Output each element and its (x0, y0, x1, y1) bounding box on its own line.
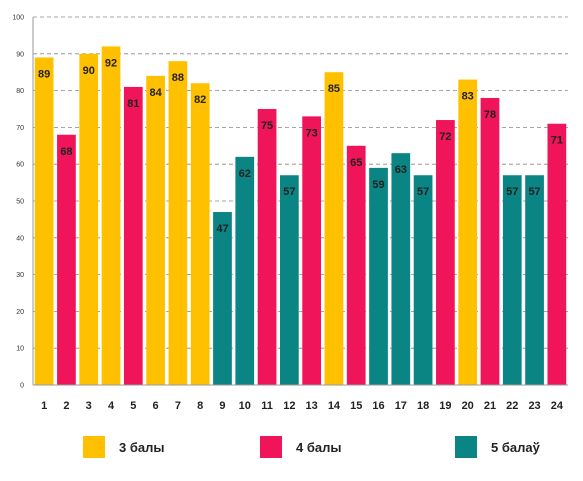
x-tick-label: 4 (108, 400, 115, 412)
y-tick-label: 50 (16, 199, 24, 206)
bar (324, 72, 344, 385)
x-tick-label: 15 (350, 400, 362, 412)
x-tick-label: 14 (328, 400, 341, 412)
bar (391, 153, 411, 385)
bar (101, 46, 121, 385)
data-label: 81 (127, 98, 139, 110)
data-label: 88 (172, 72, 184, 84)
bar (235, 156, 255, 385)
data-label: 83 (462, 91, 474, 103)
y-tick-label: 70 (16, 125, 24, 132)
x-tick-label: 3 (86, 400, 92, 412)
legend-label-3-baly: 3 балы (119, 439, 165, 455)
data-label: 59 (372, 179, 384, 191)
y-tick-label: 30 (16, 272, 24, 279)
bar (346, 145, 366, 385)
data-label: 75 (261, 120, 273, 132)
y-tick-label: 100 (12, 15, 24, 22)
legend-swatch-4-baly (260, 436, 282, 458)
bar (369, 167, 388, 385)
bar (458, 79, 478, 385)
x-tick-label: 17 (395, 400, 407, 412)
x-tick-label: 23 (528, 400, 540, 412)
x-tick-label: 9 (219, 400, 225, 412)
y-tick-label: 80 (16, 88, 24, 95)
x-axis: 1 2 3 4 5 6 7 8 9 10 11 12 13 14 15 16 17 18 19 20 21 22 23 24 (33, 384, 568, 412)
x-tick-label: 18 (417, 400, 429, 412)
x-tick-label: 24 (551, 400, 564, 412)
x-tick-label: 20 (462, 400, 474, 412)
x-tick-label: 1 (41, 400, 47, 412)
x-tick-label: 13 (306, 400, 318, 412)
x-tick-label: 8 (197, 400, 203, 412)
data-label: 71 (551, 135, 563, 147)
x-tick-label: 6 (153, 400, 159, 412)
data-label: 57 (506, 186, 518, 198)
y-tick-label: 60 (16, 162, 24, 169)
data-label: 68 (60, 146, 72, 158)
bar (279, 175, 299, 385)
data-label: 62 (239, 168, 251, 180)
bar (34, 57, 54, 385)
y-axis: 0 10 20 30 40 50 60 70 80 90 100 (12, 15, 34, 390)
bar (436, 120, 455, 385)
x-tick-label: 11 (261, 400, 273, 412)
bar (502, 175, 522, 385)
legend-swatch-3-baly (83, 436, 105, 458)
bar (57, 134, 76, 385)
x-tick-label: 22 (506, 400, 518, 412)
data-label: 82 (194, 94, 206, 106)
data-label: 92 (105, 57, 117, 69)
data-label: 78 (484, 109, 496, 121)
legend-item-5-balau: 5 балаў (455, 436, 540, 458)
data-label: 65 (350, 157, 362, 169)
x-tick-label: 5 (130, 400, 136, 412)
data-label: 57 (417, 186, 429, 198)
bar (168, 61, 188, 385)
bar (547, 123, 567, 385)
bar (302, 116, 322, 386)
data-label: 47 (216, 223, 228, 235)
x-tick-label: 10 (239, 400, 251, 412)
legend-item-3-baly: 3 балы (83, 436, 164, 458)
x-tick-label: 19 (439, 400, 451, 412)
bar (190, 83, 210, 386)
x-tick-label: 2 (63, 400, 69, 412)
bar (413, 175, 433, 385)
y-tick-label: 10 (16, 346, 24, 353)
legend-swatch-5-balau (455, 436, 477, 458)
data-label: 57 (283, 186, 295, 198)
bars: 89 68 90 92 81 84 88 82 47 62 75 57 73 85 65 59 63 57 72 83… (34, 46, 567, 386)
legend-item-4-baly: 4 балы (260, 436, 341, 458)
bar (123, 86, 143, 386)
x-tick-label: 16 (372, 400, 384, 412)
y-tick-label: 20 (16, 309, 24, 316)
x-tick-label: 7 (175, 400, 181, 412)
y-tick-label: 40 (16, 235, 24, 242)
data-label: 73 (306, 127, 318, 139)
data-label: 72 (439, 131, 451, 143)
x-tick-label: 12 (283, 400, 295, 412)
bar (257, 109, 277, 385)
gridlines (33, 16, 568, 349)
bar (213, 212, 232, 385)
data-label: 89 (38, 68, 50, 80)
legend-label-4-baly: 4 балы (296, 439, 342, 455)
x-tick-label: 21 (484, 400, 496, 412)
bar (480, 97, 500, 386)
data-label: 85 (328, 83, 340, 95)
data-label: 63 (395, 164, 407, 176)
data-label: 90 (83, 65, 95, 77)
legend-label-5-balau: 5 балаў (491, 439, 540, 455)
bar (79, 53, 99, 386)
data-label: 57 (528, 186, 540, 198)
y-tick-label: 0 (20, 383, 24, 390)
bar (146, 75, 165, 385)
y-tick-label: 90 (16, 51, 24, 58)
bar (525, 175, 544, 385)
data-label: 84 (149, 87, 162, 99)
